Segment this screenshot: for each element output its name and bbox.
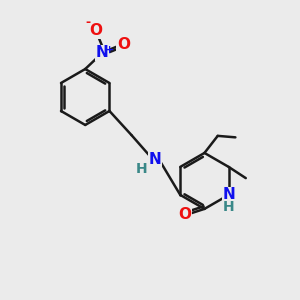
Text: H: H bbox=[136, 162, 147, 176]
Text: -: - bbox=[85, 16, 90, 29]
Text: N: N bbox=[222, 188, 235, 202]
Text: H: H bbox=[223, 200, 235, 214]
Text: +: + bbox=[105, 45, 114, 55]
Text: O: O bbox=[117, 37, 130, 52]
Text: O: O bbox=[178, 207, 191, 222]
Text: O: O bbox=[89, 23, 102, 38]
Text: N: N bbox=[96, 45, 109, 60]
Text: N: N bbox=[149, 152, 161, 167]
